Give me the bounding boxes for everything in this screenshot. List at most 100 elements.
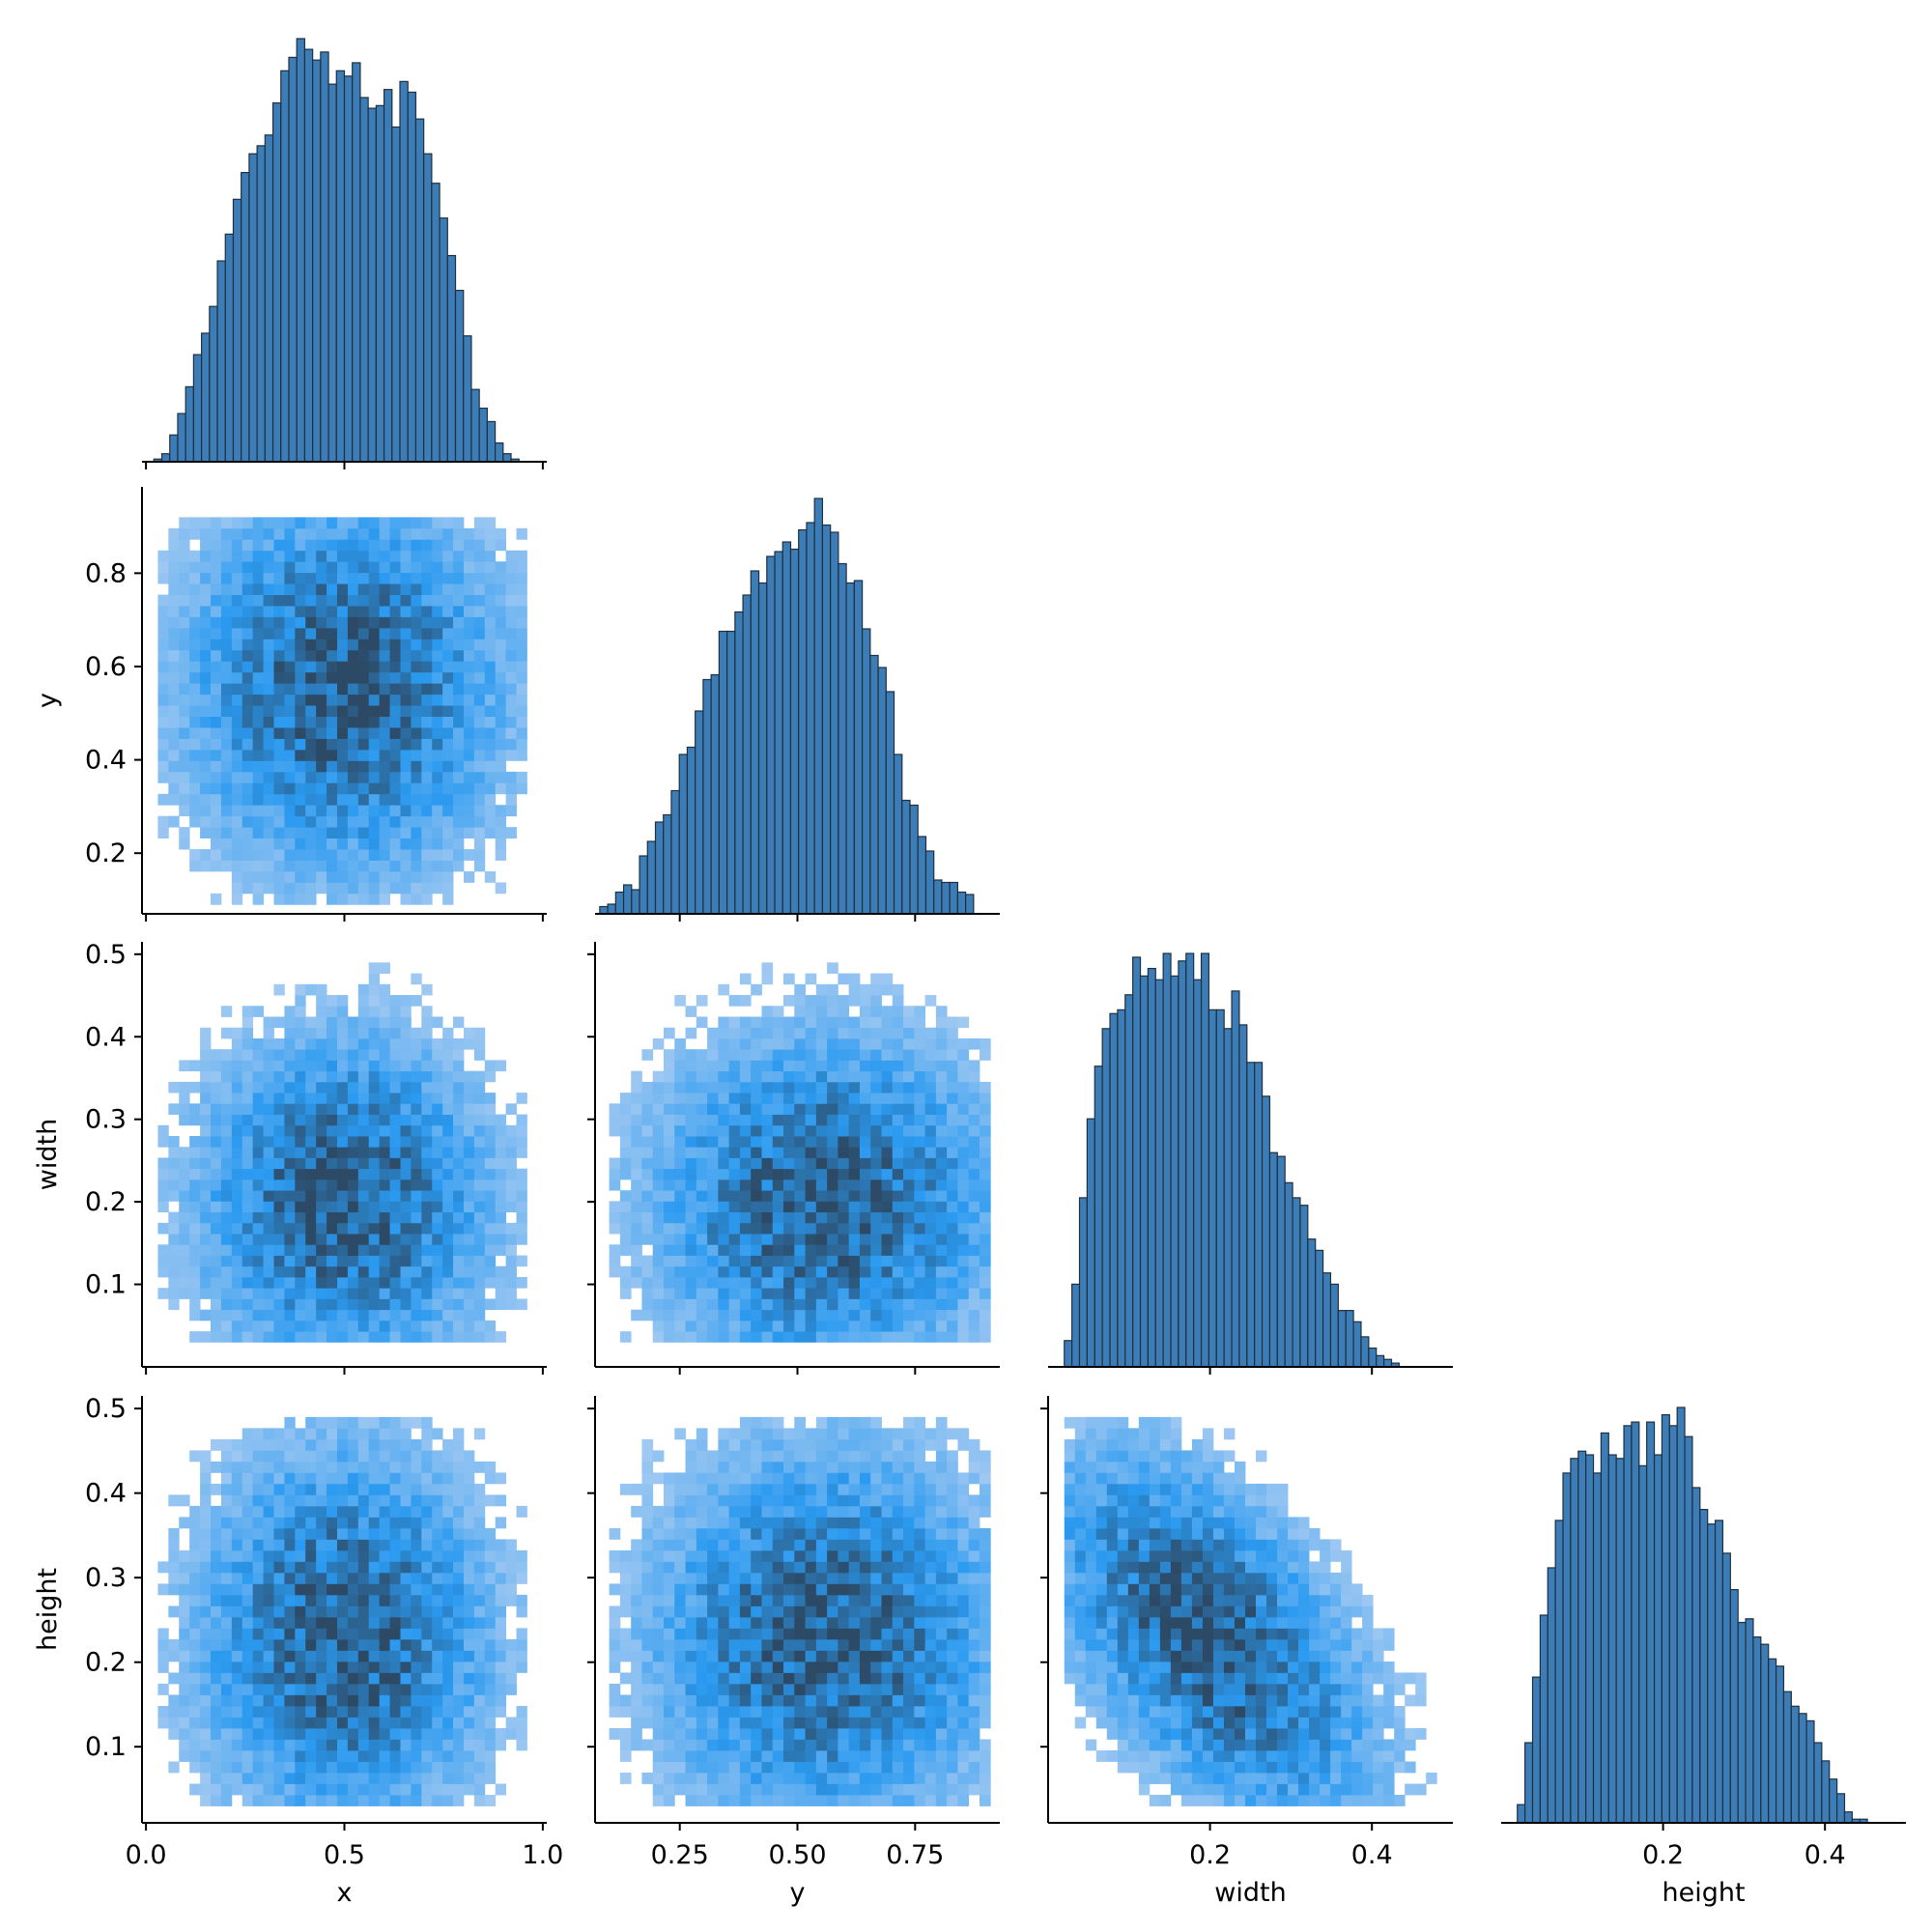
hist2d-cell — [442, 1114, 454, 1126]
hist2d-cell — [242, 860, 254, 872]
hist2d-cell — [463, 1749, 475, 1762]
hist2d-cell — [463, 1727, 475, 1740]
hist2d-cell — [211, 738, 222, 751]
hist2d-cell — [273, 1081, 285, 1094]
hist2d-cell — [263, 1772, 274, 1784]
hist2d-cell — [295, 1103, 306, 1115]
hist2d-cell — [400, 1081, 412, 1094]
hist2d-cell — [157, 771, 169, 783]
hist2d-cell — [696, 1683, 708, 1695]
hist2d-cell — [263, 738, 274, 751]
histogram-bar — [169, 434, 179, 463]
hist2d-cell — [357, 782, 370, 795]
hist2d-cell — [696, 1288, 708, 1299]
hist2d-cell — [336, 1265, 349, 1278]
hist2d-cell — [432, 550, 443, 562]
hist2d-cell — [432, 860, 443, 872]
hist2d-cell — [157, 594, 169, 607]
hist2d-cell — [641, 1276, 654, 1289]
hist2d-cell — [411, 694, 422, 706]
hist2d-cell — [168, 1211, 180, 1224]
hist2d-cell — [357, 1416, 370, 1429]
hist2d-cell — [924, 1168, 937, 1180]
hist2d-cell — [389, 649, 401, 662]
hist2d-cell — [685, 1661, 697, 1673]
hist2d-cell — [805, 1255, 817, 1267]
hist2d-cell — [189, 1517, 201, 1529]
hist2d-cell — [284, 1539, 296, 1551]
hist2d-cell — [914, 1298, 926, 1311]
histogram-bar — [869, 654, 879, 915]
hist2d-cell — [473, 639, 486, 651]
hist2d-cell — [924, 1114, 937, 1126]
hist2d-cell — [200, 649, 212, 662]
hist2d-cell — [211, 716, 222, 728]
hist2d-cell — [453, 1211, 465, 1224]
hist2d-cell — [411, 1060, 422, 1072]
hist2d-cell — [336, 550, 349, 562]
hist2d-cell — [242, 694, 254, 706]
hist2d-cell — [168, 1168, 180, 1180]
hist2d-cell — [336, 649, 349, 662]
hist2d-cell — [859, 1157, 871, 1170]
hist2d-cell — [495, 716, 507, 728]
hist2d-cell — [389, 1672, 401, 1685]
hist2d-cell — [442, 1794, 454, 1806]
hist2d-cell — [179, 583, 190, 595]
hist2d-cell — [463, 1572, 475, 1584]
hist2d-cell — [179, 1201, 190, 1213]
hist2d-cell — [442, 1450, 454, 1463]
hist2d-cell — [827, 983, 838, 996]
hist2d-cell — [815, 1428, 828, 1440]
hist2d-cell — [411, 870, 422, 883]
hist2d-cell — [421, 527, 433, 540]
histogram-bar — [1109, 1012, 1119, 1368]
hist2d-cell — [411, 1027, 422, 1039]
hist2d-cell — [718, 1428, 730, 1440]
hist2d-cell — [463, 616, 475, 629]
hist2d-cell — [924, 1320, 937, 1332]
hist2d-cell — [473, 1288, 486, 1299]
hist2d-cell — [242, 1298, 254, 1311]
hist2d-cell — [442, 1727, 454, 1740]
hist2d-cell — [794, 1179, 806, 1191]
hist2d-cell — [516, 1561, 527, 1574]
hist2d-cell — [794, 1255, 806, 1267]
hist2d-cell — [211, 782, 222, 795]
hist2d-cell — [357, 1147, 370, 1158]
hist2d-cell — [631, 1594, 642, 1606]
hist2d-cell — [189, 1527, 201, 1540]
hist2d-cell — [273, 1628, 285, 1640]
hist2d-cell — [957, 1331, 970, 1343]
hist2d-cell — [273, 1749, 285, 1762]
histogram-bar — [877, 667, 887, 915]
hist2d-cell — [707, 1276, 719, 1289]
hist2d-cell — [411, 1783, 422, 1796]
hist2d-cell — [881, 1309, 894, 1321]
hist2d-cell — [336, 583, 349, 595]
hist2d-cell — [295, 1298, 306, 1311]
hist2d-cell — [484, 1472, 497, 1485]
hist2d-cell — [473, 1638, 486, 1651]
hist2d-cell — [924, 1124, 937, 1137]
hist2d-cell — [641, 1234, 654, 1245]
hist2d-cell — [211, 1705, 222, 1718]
hist2d-cell — [263, 1583, 274, 1596]
hist2d-cell — [968, 1093, 980, 1104]
histogram-bar — [1562, 1472, 1572, 1824]
hist2d-cell — [728, 1244, 741, 1256]
hist2d-cell — [442, 583, 454, 595]
hist2d-cell — [892, 1093, 904, 1104]
hist2d-cell — [327, 1783, 338, 1796]
hist2d-cell — [411, 1749, 422, 1762]
hist2d-cell — [619, 1594, 632, 1606]
hist2d-cell — [641, 1661, 654, 1673]
histogram-bar — [1768, 1658, 1777, 1824]
hist2d-cell — [794, 1705, 806, 1718]
hist2d-cell — [473, 1070, 486, 1083]
hist2d-cell — [739, 1517, 752, 1529]
hist2d-cell — [157, 1638, 169, 1651]
hist2d-cell — [316, 1070, 327, 1083]
hist2d-cell — [463, 760, 475, 773]
hist2d-cell — [179, 1650, 190, 1662]
